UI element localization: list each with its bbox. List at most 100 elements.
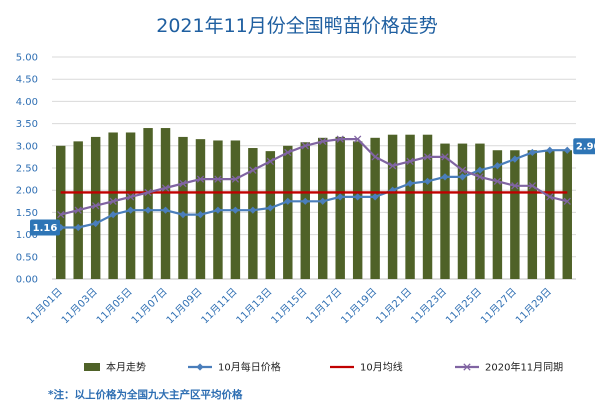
data-point [388,162,397,170]
data-point [528,148,536,157]
data-point [476,166,484,174]
x-axis-ticks: 11月01日11月03日11月05日11月07日11月09日11月11日11月1… [24,286,554,327]
data-point [406,179,414,188]
y-tick-label: 3.50 [16,119,38,130]
bar [125,132,136,279]
bar [195,139,206,279]
data-point [249,206,257,214]
callouts: 1.16 2.90 [30,138,595,236]
x-tick-label: 11月13日 [234,286,275,327]
bar [370,137,380,279]
bar [405,134,415,279]
data-point [214,206,222,214]
data-point [301,142,309,150]
data-point [354,135,362,143]
bar [527,150,538,279]
bar [143,128,153,279]
bar [90,136,101,279]
data-point [57,210,65,219]
x-tick-label: 11月29日 [513,286,554,327]
data-point [546,146,554,154]
footnote: *注：以上价格为全国九大主产区平均价格 [48,388,243,401]
grid-lines [52,56,576,280]
x-tick-label: 11月07日 [129,286,170,327]
data-point [354,193,362,201]
y-tick-label: 1.00 [16,230,38,241]
legend-label: 2020年11月同期 [485,361,563,374]
legend-label: 10月每日价格 [218,361,281,374]
bar [457,143,468,279]
bar [56,145,66,279]
legend-swatch [84,363,100,371]
bar [510,150,520,279]
bar [318,137,328,279]
y-tick-label: 4.00 [16,97,38,108]
bar [545,150,555,279]
bar [283,145,293,279]
data-point [528,182,536,190]
data-point [196,211,205,219]
data-point [563,146,571,154]
data-point [144,188,152,197]
legend-label: 10月均线 [360,361,403,374]
bar [440,143,450,279]
bar [352,141,363,279]
bar-series [56,128,572,279]
data-point [126,193,135,201]
x-tick-label: 11月17日 [304,286,345,327]
data-point [319,197,327,205]
data-point [127,206,135,214]
y-tick-label: 1.50 [16,208,38,219]
legend-label: 本月走势 [106,361,146,374]
data-point [336,193,344,201]
bar [492,150,503,279]
bar [335,136,345,279]
bar [422,134,433,279]
data-point [231,175,240,183]
y-tick-label: 2.00 [16,186,38,197]
chart-title: 2021年11月份全国鸭苗价格走势 [156,15,438,37]
data-point [336,135,344,143]
data-point [423,177,432,185]
y-tick-label: 2.50 [16,164,38,175]
data-point [458,166,467,174]
x-tick-label: 11月11日 [199,286,240,327]
x-tick-label: 11月19日 [339,286,380,327]
data-point [92,202,100,210]
data-point [441,173,449,181]
data-point [563,197,571,205]
data-point [284,148,292,157]
callout-box [30,219,60,236]
legend: 本月走势 10月每日价格 10月均线 2020年11月同期 [84,361,563,374]
y-axis-ticks: 0.00 0.50 1.00 1.50 2.00 2.50 3.00 3.50 4.00 4.50… [16,53,38,286]
data-point [179,179,187,188]
data-point [301,197,309,205]
x-tick-label: 11月05日 [94,286,135,327]
data-point [458,173,467,181]
callout-label: 1.16 [33,223,58,234]
legend-marker [463,363,471,371]
series-line [60,149,568,229]
bar [108,132,118,279]
data-point [476,173,484,181]
x-tick-label: 11月09日 [164,286,205,327]
y-tick-label: 0.50 [16,252,38,263]
bar [475,143,485,279]
y-tick-label: 3.00 [16,141,38,152]
data-point [179,211,187,219]
data-point [231,206,239,214]
data-point [161,206,170,214]
x-tick-label: 11月15日 [269,286,310,327]
bar [160,128,171,279]
data-point [161,184,170,192]
data-point [249,166,257,174]
data-point [214,175,222,183]
y-tick-label: 4.50 [16,75,38,86]
data-point [511,182,519,190]
data-point [441,153,449,161]
callout-label: 2.90 [576,142,595,153]
data-point [423,153,432,161]
bar [562,150,572,279]
data-point [144,206,152,214]
